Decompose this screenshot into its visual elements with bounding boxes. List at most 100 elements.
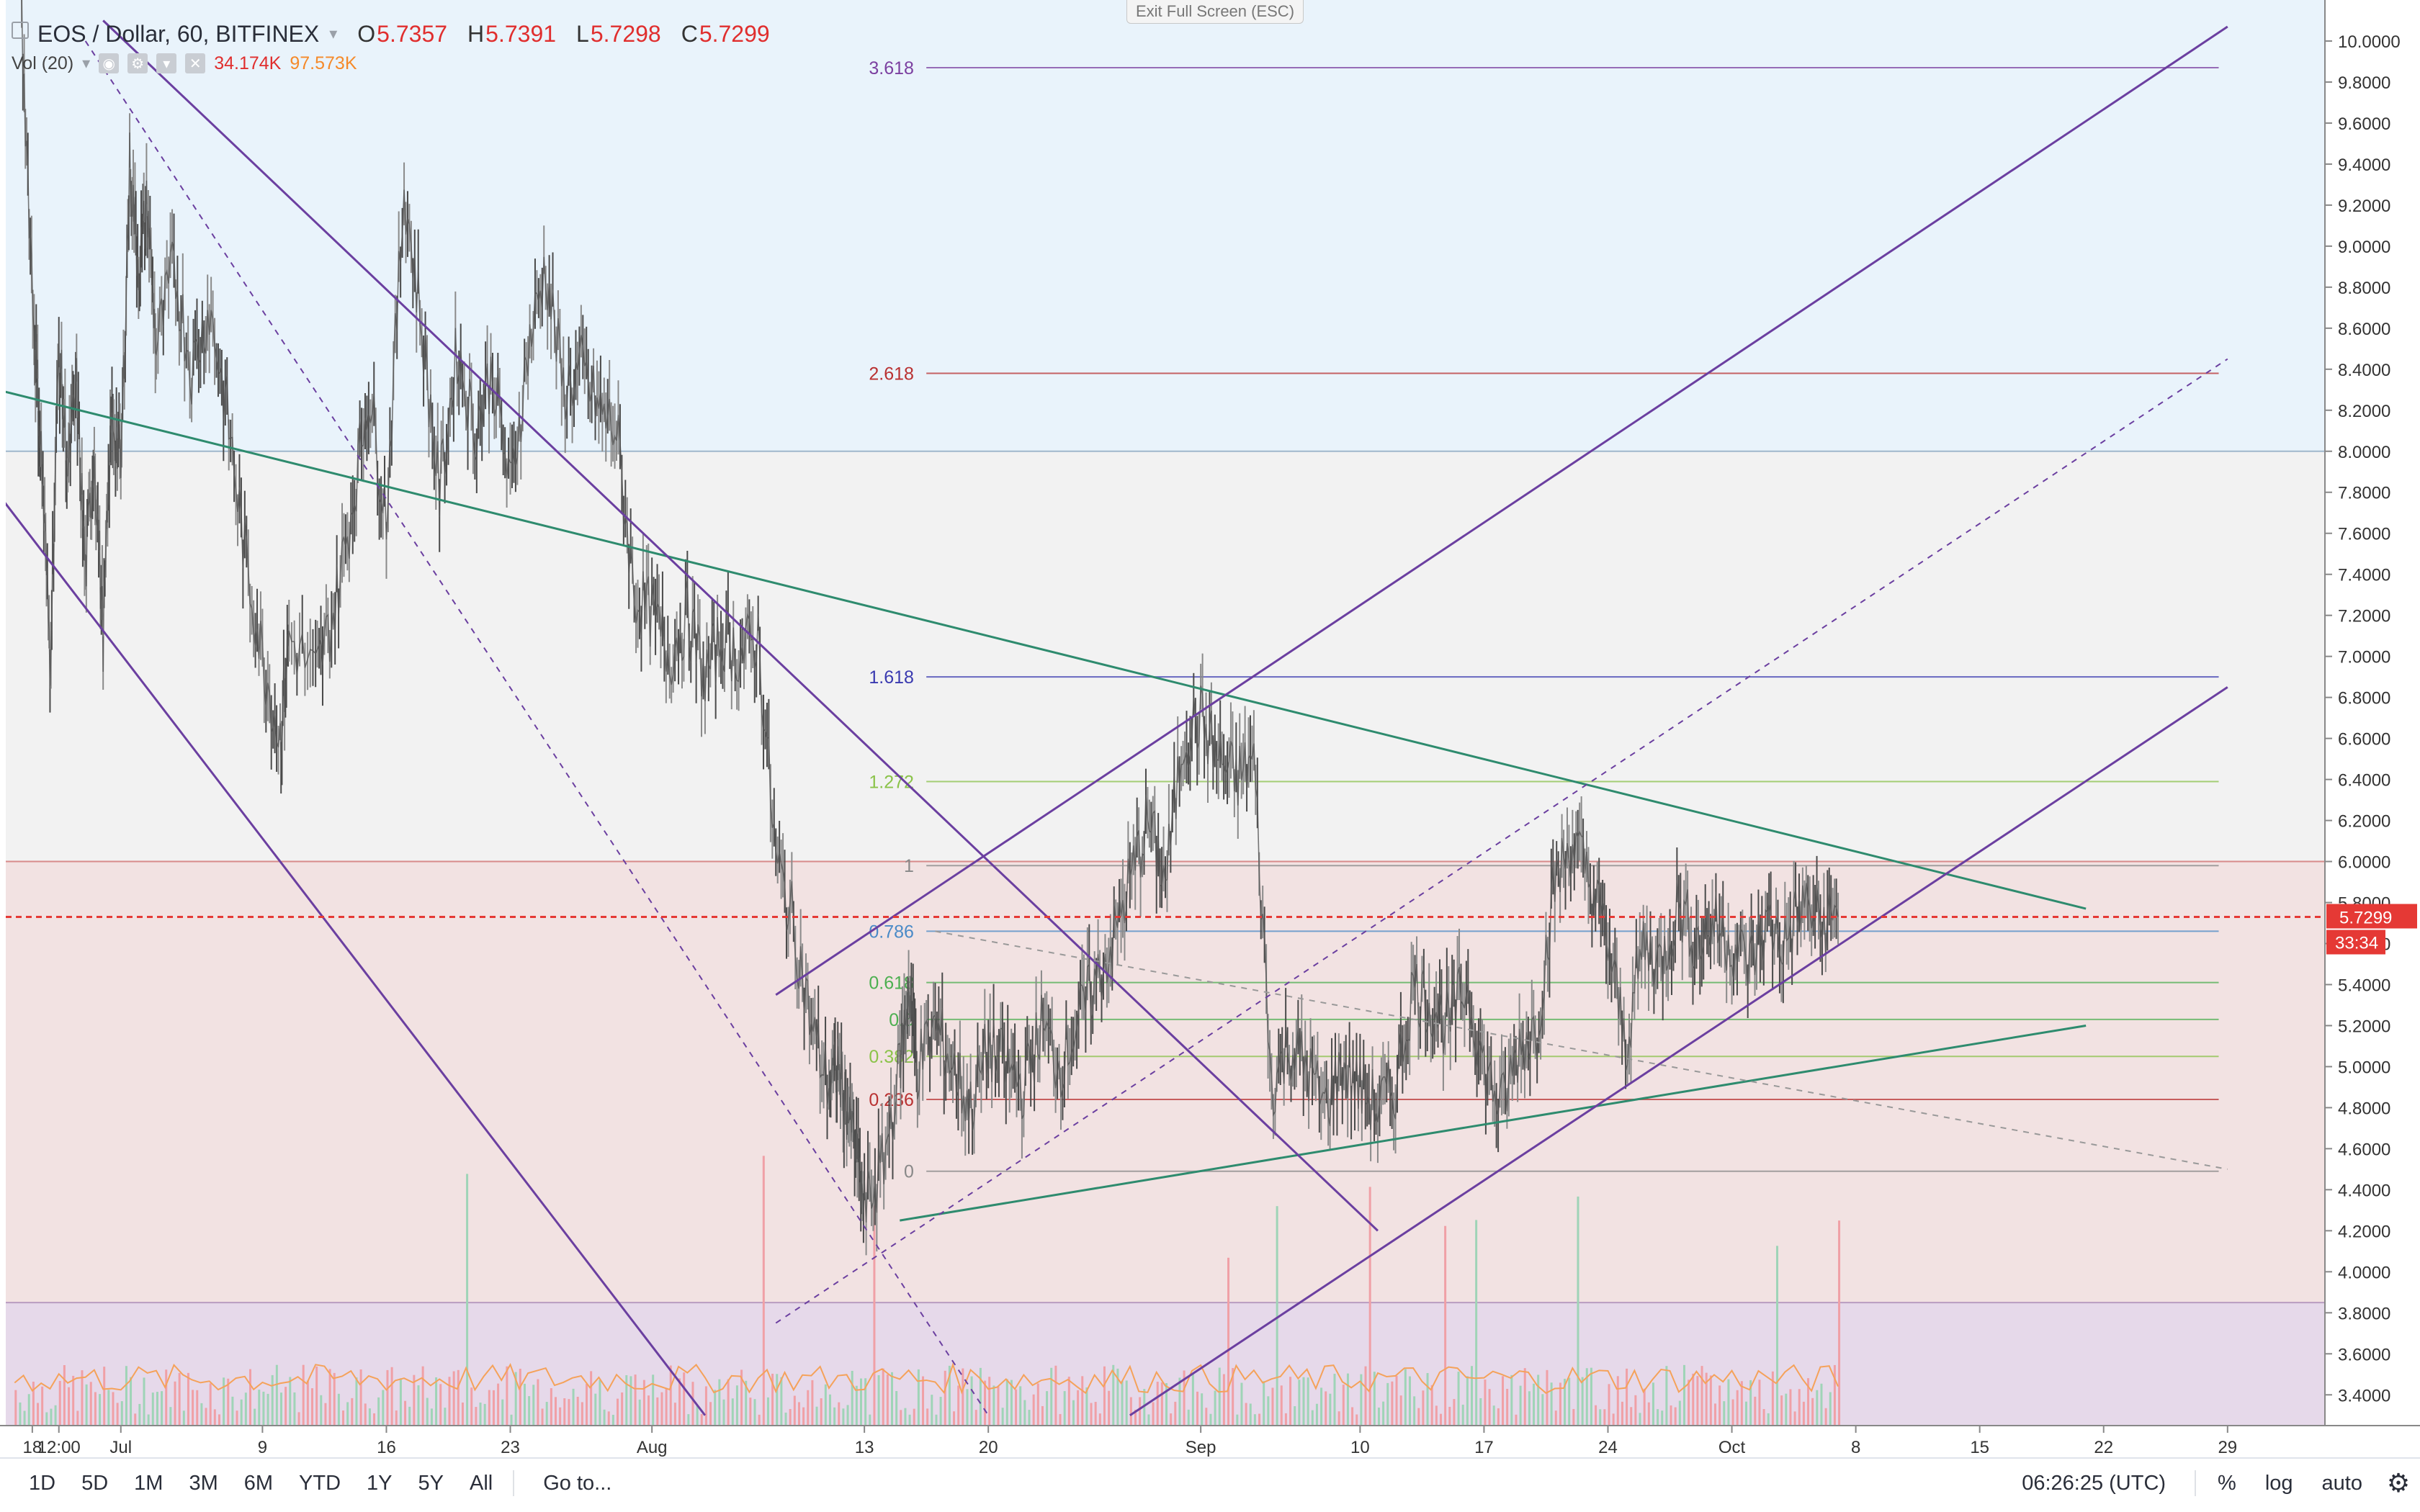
volume-bar	[904, 1408, 907, 1426]
volume-bar	[833, 1407, 836, 1426]
close-icon[interactable]: ✕	[185, 53, 206, 73]
volume-bar	[1785, 1393, 1788, 1426]
volume-bar	[696, 1405, 699, 1426]
y-tick-label: 9.8000	[2338, 73, 2390, 93]
volume-bar	[1541, 1394, 1544, 1426]
range-button-1d[interactable]: 1D	[29, 1471, 56, 1495]
volume-bar	[1838, 1220, 1841, 1426]
volume-bar	[957, 1385, 960, 1426]
volume-bar	[1218, 1367, 1221, 1426]
volume-bar	[1320, 1387, 1323, 1426]
volume-bar	[970, 1376, 973, 1426]
percent-toggle[interactable]: %	[2218, 1471, 2236, 1495]
volume-bar	[151, 1392, 154, 1426]
volume-value-2: 97.573K	[290, 53, 357, 73]
volume-bar	[718, 1379, 721, 1426]
auto-toggle[interactable]: auto	[2321, 1471, 2362, 1495]
volume-bar	[1612, 1413, 1615, 1426]
volume-bar	[1134, 1409, 1137, 1426]
range-button-1m[interactable]: 1M	[134, 1471, 163, 1495]
volume-bar	[687, 1414, 690, 1426]
volume-bar	[550, 1388, 552, 1426]
volume-bar	[638, 1399, 641, 1426]
volume-bar	[37, 1403, 40, 1426]
volume-bar	[1554, 1410, 1557, 1426]
volume-bar	[1063, 1391, 1066, 1426]
volume-bar	[660, 1392, 663, 1426]
volume-bar	[1674, 1407, 1677, 1426]
volume-bar	[479, 1403, 482, 1426]
volume-bar	[19, 1402, 22, 1426]
volume-bar	[244, 1392, 247, 1426]
y-tick-label: 7.4000	[2338, 566, 2390, 585]
volume-bar	[1678, 1400, 1681, 1426]
volume-bar	[218, 1414, 220, 1426]
x-tick-label: 12:00	[37, 1438, 81, 1457]
range-button-1y[interactable]: 1Y	[367, 1471, 393, 1495]
more-icon[interactable]: ▾	[156, 53, 177, 73]
log-toggle[interactable]: log	[2264, 1471, 2293, 1495]
volume-label[interactable]: Vol (20)	[12, 53, 74, 73]
volume-bar	[58, 1380, 61, 1426]
trend-line-7[interactable]	[84, 40, 990, 1416]
trend-lines	[0, 19, 2228, 1417]
volume-bar	[1488, 1389, 1491, 1426]
trend-line-4[interactable]	[775, 25, 2228, 996]
trend-line-0[interactable]	[0, 390, 2087, 910]
volume-bar	[647, 1395, 650, 1426]
exit-fullscreen-button[interactable]: Exit Full Screen (ESC)	[1126, 0, 1304, 24]
volume-bar	[1798, 1389, 1801, 1426]
y-tick-label: 9.4000	[2338, 156, 2390, 175]
volume-bar	[753, 1399, 756, 1426]
y-tick-label: 8.4000	[2338, 361, 2390, 380]
volume-bar	[289, 1377, 292, 1426]
volume-bar	[315, 1366, 318, 1426]
volume-bar	[275, 1364, 278, 1426]
goto-button[interactable]: Go to...	[543, 1471, 612, 1495]
fib-label: 0.382	[869, 1047, 914, 1067]
y-tick-label: 5.4000	[2338, 976, 2390, 995]
range-button-3m[interactable]: 3M	[189, 1471, 218, 1495]
volume-bar	[147, 1414, 150, 1426]
range-button-6m[interactable]: 6M	[243, 1471, 274, 1495]
range-button-5d[interactable]: 5D	[81, 1471, 109, 1495]
volume-bar	[1559, 1382, 1561, 1426]
volume-bar	[1404, 1369, 1407, 1426]
volume-bar	[209, 1383, 212, 1426]
volume-bar	[745, 1380, 748, 1426]
range-button-ytd[interactable]: YTD	[299, 1471, 341, 1495]
volume-bar	[85, 1384, 88, 1426]
volume-bar	[1196, 1391, 1199, 1426]
volume-bar	[488, 1390, 490, 1426]
menu-icon[interactable]	[12, 22, 29, 39]
symbol-title[interactable]: EOS / Dollar, 60, BITFINEX	[37, 20, 320, 47]
gear-icon[interactable]: ⚙	[2386, 1468, 2411, 1498]
volume-bar	[1028, 1410, 1031, 1426]
volume-bar	[107, 1390, 110, 1426]
volume-bar	[572, 1388, 575, 1426]
trend-line-1[interactable]	[900, 1024, 2087, 1222]
trend-line-5[interactable]	[1129, 686, 2228, 1417]
settings-icon[interactable]: ⚙	[127, 53, 148, 73]
trend-line-3[interactable]	[102, 19, 1379, 1232]
volume-chevron-down-icon[interactable]: ▾	[82, 54, 91, 72]
volume-bar	[1461, 1404, 1464, 1426]
volume-bar	[248, 1369, 251, 1426]
y-tick-label: 4.2000	[2338, 1222, 2390, 1241]
volume-bar	[859, 1378, 862, 1426]
trend-line-2[interactable]	[0, 492, 707, 1416]
volume-bar	[72, 1375, 75, 1426]
volume-bar	[165, 1369, 168, 1426]
range-button-all[interactable]: All	[470, 1471, 493, 1495]
volume-bar	[984, 1380, 987, 1426]
x-tick-label: 13	[855, 1438, 874, 1457]
range-button-5y[interactable]: 5Y	[418, 1471, 444, 1495]
chevron-down-icon[interactable]: ▾	[329, 24, 338, 42]
trend-line-6[interactable]	[775, 358, 2228, 1324]
volume-bar	[1373, 1372, 1376, 1426]
eye-icon[interactable]: ◉	[99, 53, 120, 73]
trend-line-8[interactable]	[935, 930, 2228, 1170]
volume-bar	[1479, 1398, 1482, 1426]
volume-bar	[811, 1380, 814, 1426]
